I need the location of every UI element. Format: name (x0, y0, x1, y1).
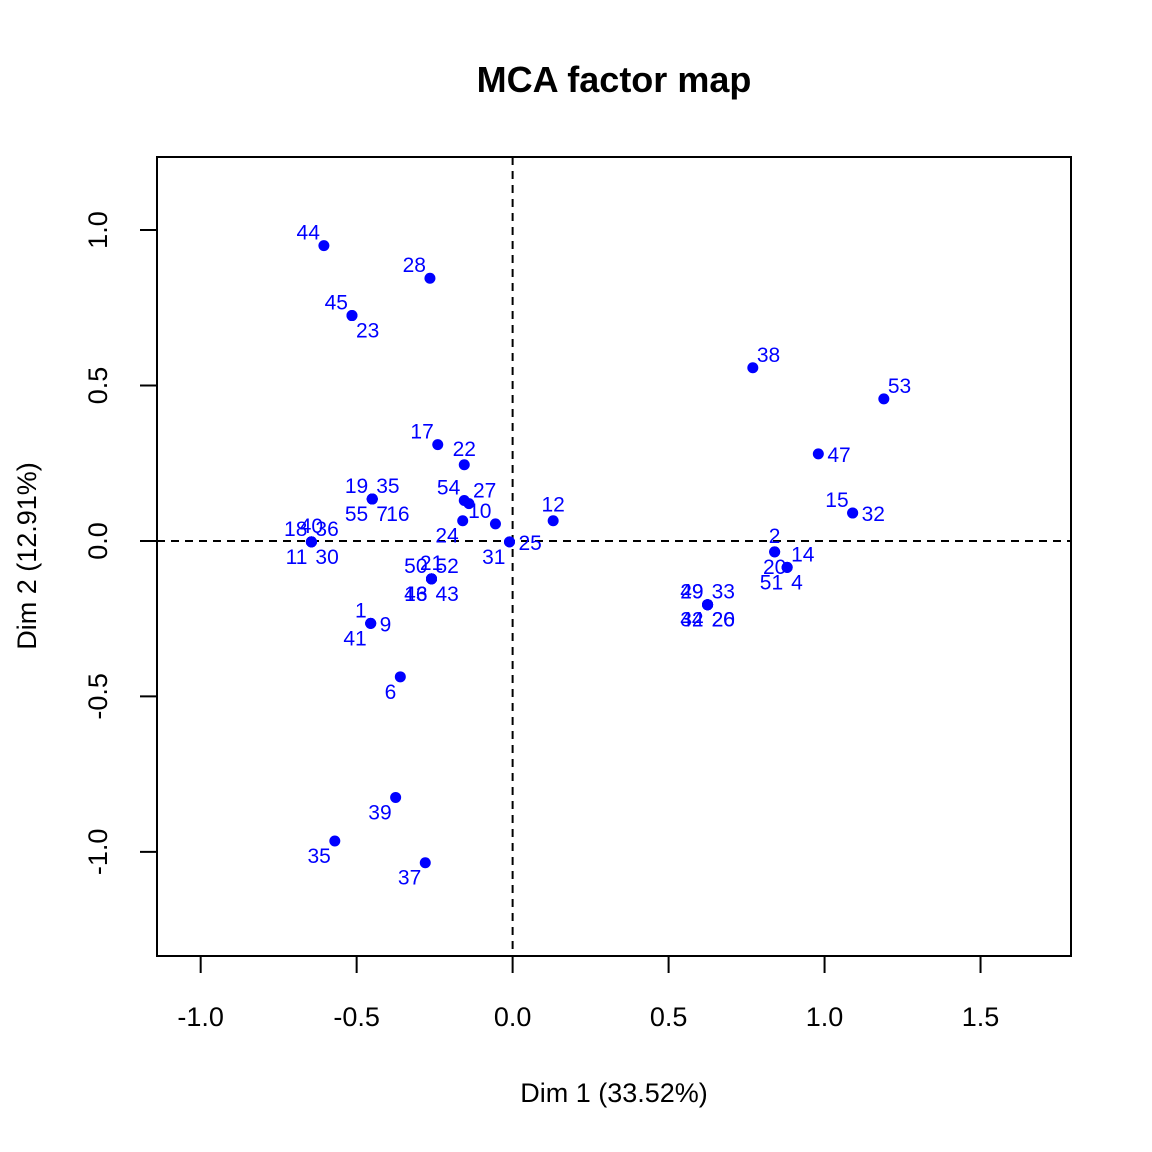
point-label: 29 (680, 581, 703, 604)
point-label: 21 (420, 552, 443, 575)
data-point (847, 507, 859, 519)
point-label: 47 (827, 444, 850, 467)
x-tick-label: 1.5 (962, 1002, 1000, 1032)
point-label: 41 (343, 627, 366, 650)
point-label: 54 (437, 477, 461, 500)
point-label: 36 (315, 518, 338, 541)
point-label: 39 (368, 801, 391, 824)
data-point (878, 393, 890, 405)
point-label: 17 (410, 421, 433, 444)
data-point (426, 573, 438, 585)
data-point (432, 439, 444, 451)
y-tick-label: -1.0 (83, 829, 113, 876)
point-label: 23 (356, 320, 379, 343)
point-label: 4 (791, 571, 803, 594)
point-label: 45 (325, 292, 348, 315)
point-label: 49 (680, 581, 703, 604)
point-label: 32 (862, 503, 885, 526)
point-label: 19 (345, 475, 368, 498)
x-axis-title: Dim 1 (33.52%) (520, 1078, 708, 1108)
x-tick-label: -1.0 (177, 1002, 224, 1032)
point-label: 18 (284, 518, 307, 541)
data-point (769, 546, 781, 558)
data-point (305, 536, 317, 548)
point-label: 13 (404, 583, 427, 606)
point-label: 34 (680, 609, 704, 632)
point-label: 51 (760, 571, 783, 594)
point-label: 38 (757, 344, 780, 367)
point-label: 37 (398, 867, 421, 890)
point-label: 2 (769, 525, 781, 548)
data-point (366, 493, 378, 505)
x-tick-label: -0.5 (333, 1002, 380, 1032)
point-label: 31 (482, 546, 505, 569)
point-label: 30 (315, 546, 338, 569)
point-label: 42 (680, 609, 703, 632)
point-label: 40 (300, 515, 323, 538)
point-label: 6 (385, 681, 397, 704)
data-point (547, 515, 559, 527)
point-label: 33 (712, 581, 735, 604)
point-label: 53 (888, 375, 911, 398)
point-label: 35 (307, 845, 330, 868)
y-axis-title: Dim 2 (12.91%) (12, 462, 42, 650)
data-point (503, 536, 515, 548)
point-label: 15 (825, 489, 848, 512)
point-label: 20 (712, 609, 735, 632)
point-label: 11 (286, 546, 308, 569)
point-label: 1 (355, 599, 367, 622)
point-label: 55 (345, 503, 368, 526)
data-point (458, 459, 470, 471)
data-point (365, 617, 377, 629)
point-label: 50 (404, 555, 427, 578)
plot-area: -1.0 -0.5 0.0 0.5 1.0 1.5-1.0-0.50.00.51.0 442… (83, 156, 1072, 1032)
x-tick-label: 0.5 (650, 1002, 688, 1032)
point-label: 52 (436, 555, 459, 578)
data-point (781, 561, 793, 573)
point-label: 9 (380, 613, 392, 636)
data-point (318, 240, 330, 252)
point-label: 20 (763, 556, 786, 579)
point-label: 35 (376, 475, 399, 498)
point-label: 10 (468, 500, 491, 523)
point-label: 44 (297, 222, 321, 245)
data-point (419, 857, 431, 869)
data-point (812, 448, 824, 460)
y-tick-label: -0.5 (83, 673, 113, 720)
chart-title: MCA factor map (477, 59, 752, 100)
data-point (457, 515, 469, 527)
data-point (463, 498, 475, 510)
y-tick-label: 0.0 (83, 522, 113, 560)
point-label: 7 (376, 503, 388, 526)
data-point (394, 671, 406, 683)
point-label: 26 (712, 609, 735, 632)
point-label: 24 (435, 525, 459, 548)
y-tick-label: 1.0 (83, 211, 113, 249)
data-point (329, 835, 341, 847)
point-label: 22 (453, 438, 476, 461)
x-tick-label: 0.0 (494, 1002, 532, 1032)
point-label: 28 (403, 254, 426, 277)
point-label: 14 (791, 543, 815, 566)
y-tick-label: 0.5 (83, 367, 113, 405)
data-point (424, 272, 436, 284)
point-label: 16 (386, 503, 409, 526)
data-point (489, 518, 501, 530)
data-point (390, 791, 402, 803)
point-label: 46 (404, 583, 427, 606)
point-label: 43 (436, 583, 459, 606)
point-label: 12 (541, 494, 564, 517)
point-label: 27 (473, 480, 496, 503)
point-label: 25 (518, 532, 541, 555)
x-tick-label: 1.0 (806, 1002, 844, 1032)
data-point (346, 310, 358, 322)
data-point (747, 362, 759, 374)
data-point (702, 599, 714, 611)
